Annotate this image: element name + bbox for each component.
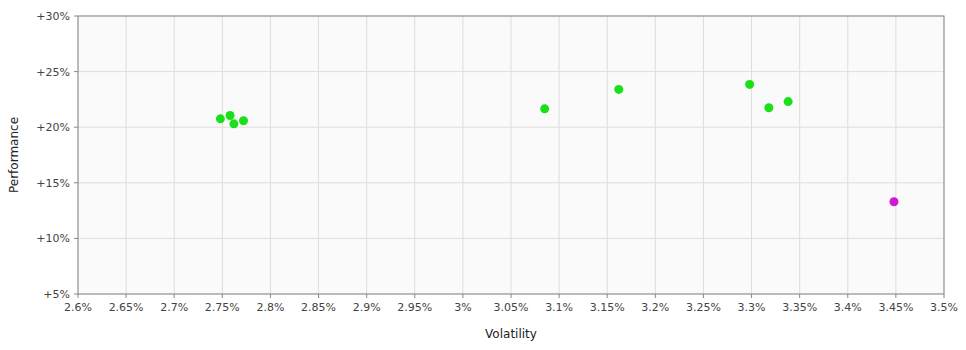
scatter-point bbox=[614, 85, 623, 94]
x-tick-label: 3.45% bbox=[878, 301, 913, 314]
x-grid-line bbox=[126, 16, 127, 294]
y-grid-line bbox=[78, 182, 944, 183]
x-grid-line bbox=[703, 16, 704, 294]
x-tick bbox=[799, 294, 800, 298]
x-tick bbox=[895, 294, 896, 298]
x-tick bbox=[607, 294, 608, 298]
scatter-point bbox=[226, 111, 235, 120]
chart: 2.6% 2.65% 2.7% 2.75% 2.8% 2.85% 2.9% 2.95% 3% 3.… bbox=[0, 0, 966, 350]
x-tick bbox=[222, 294, 223, 298]
x-tick bbox=[655, 294, 656, 298]
data-points bbox=[216, 80, 899, 206]
x-grid-line bbox=[462, 16, 463, 294]
x-tick bbox=[414, 294, 415, 298]
x-tick-label: 3.2% bbox=[641, 301, 669, 314]
x-tick bbox=[126, 294, 127, 298]
x-tick bbox=[462, 294, 463, 298]
x-tick-label: 2.6% bbox=[64, 301, 92, 314]
y-grid-line bbox=[78, 71, 944, 72]
x-tick-label: 3.15% bbox=[590, 301, 625, 314]
y-tick-label: +30% bbox=[36, 10, 70, 23]
x-grid-line bbox=[511, 16, 512, 294]
x-tick bbox=[847, 294, 848, 298]
scatter-point bbox=[745, 80, 754, 89]
x-axis-label: Volatility bbox=[485, 327, 537, 341]
plot-background bbox=[78, 16, 944, 294]
scatter-point bbox=[764, 103, 773, 112]
x-tick bbox=[559, 294, 560, 298]
x-tick bbox=[270, 294, 271, 298]
x-grid-line bbox=[222, 16, 223, 294]
x-grid-line bbox=[559, 16, 560, 294]
x-grid-line bbox=[318, 16, 319, 294]
x-tick-label: 3.05% bbox=[494, 301, 529, 314]
x-tick-label: 2.7% bbox=[160, 301, 188, 314]
x-tick-label: 2.85% bbox=[301, 301, 336, 314]
x-tick bbox=[174, 294, 175, 298]
x-grid-line bbox=[655, 16, 656, 294]
y-tick-label: +20% bbox=[36, 121, 70, 134]
y-tick bbox=[74, 71, 78, 72]
x-tick bbox=[944, 294, 945, 298]
y-tick bbox=[74, 238, 78, 239]
y-tick-label: +15% bbox=[36, 177, 70, 190]
scatter-point bbox=[889, 197, 898, 206]
x-tick bbox=[511, 294, 512, 298]
x-grid-line bbox=[414, 16, 415, 294]
x-grid-line bbox=[607, 16, 608, 294]
y-grid-line bbox=[78, 238, 944, 239]
scatter-point bbox=[784, 97, 793, 106]
x-tick-label: 2.65% bbox=[109, 301, 144, 314]
x-grid-line bbox=[799, 16, 800, 294]
x-tick-label: 2.95% bbox=[397, 301, 432, 314]
x-tick-label: 3.1% bbox=[545, 301, 573, 314]
x-tick-label: 2.8% bbox=[256, 301, 284, 314]
y-tick bbox=[74, 127, 78, 128]
scatter-point bbox=[216, 114, 225, 123]
x-tick-label: 3% bbox=[454, 301, 471, 314]
x-grid-line bbox=[270, 16, 271, 294]
series bbox=[889, 197, 898, 206]
chart-container: 2.6% 2.65% 2.7% 2.75% 2.8% 2.85% 2.9% 2.95% 3% 3.… bbox=[0, 0, 966, 350]
x-grid-line bbox=[847, 16, 848, 294]
x-grid-line bbox=[174, 16, 175, 294]
y-tick bbox=[74, 16, 78, 17]
x-tick bbox=[318, 294, 319, 298]
x-tick bbox=[751, 294, 752, 298]
x-tick bbox=[78, 294, 79, 298]
x-grid-line bbox=[895, 16, 896, 294]
x-tick-label: 3.25% bbox=[686, 301, 721, 314]
x-tick-label: 3.3% bbox=[738, 301, 766, 314]
series bbox=[216, 80, 793, 128]
y-tick bbox=[74, 294, 78, 295]
x-tick-label: 2.75% bbox=[205, 301, 240, 314]
y-grid-line bbox=[78, 127, 944, 128]
x-tick-label: 3.35% bbox=[782, 301, 817, 314]
y-axis-label: Performance bbox=[7, 117, 21, 193]
x-tick bbox=[366, 294, 367, 298]
scatter-point bbox=[229, 119, 238, 128]
y-tick-label: +5% bbox=[43, 288, 70, 301]
tick-labels: 2.6% 2.65% 2.7% 2.75% 2.8% 2.85% 2.9% 2.95% 3% 3.… bbox=[36, 10, 958, 314]
y-tick-label: +25% bbox=[36, 66, 70, 79]
x-tick-label: 3.4% bbox=[834, 301, 862, 314]
grid bbox=[78, 16, 944, 294]
y-tick bbox=[74, 182, 78, 183]
plot-frame bbox=[78, 16, 944, 294]
x-grid-line bbox=[366, 16, 367, 294]
y-tick-label: +10% bbox=[36, 232, 70, 245]
x-tick bbox=[703, 294, 704, 298]
scatter-point bbox=[239, 116, 248, 125]
x-grid-line bbox=[751, 16, 752, 294]
x-tick-label: 2.9% bbox=[353, 301, 381, 314]
scatter-point bbox=[540, 104, 549, 113]
x-tick-label: 3.5% bbox=[930, 301, 958, 314]
